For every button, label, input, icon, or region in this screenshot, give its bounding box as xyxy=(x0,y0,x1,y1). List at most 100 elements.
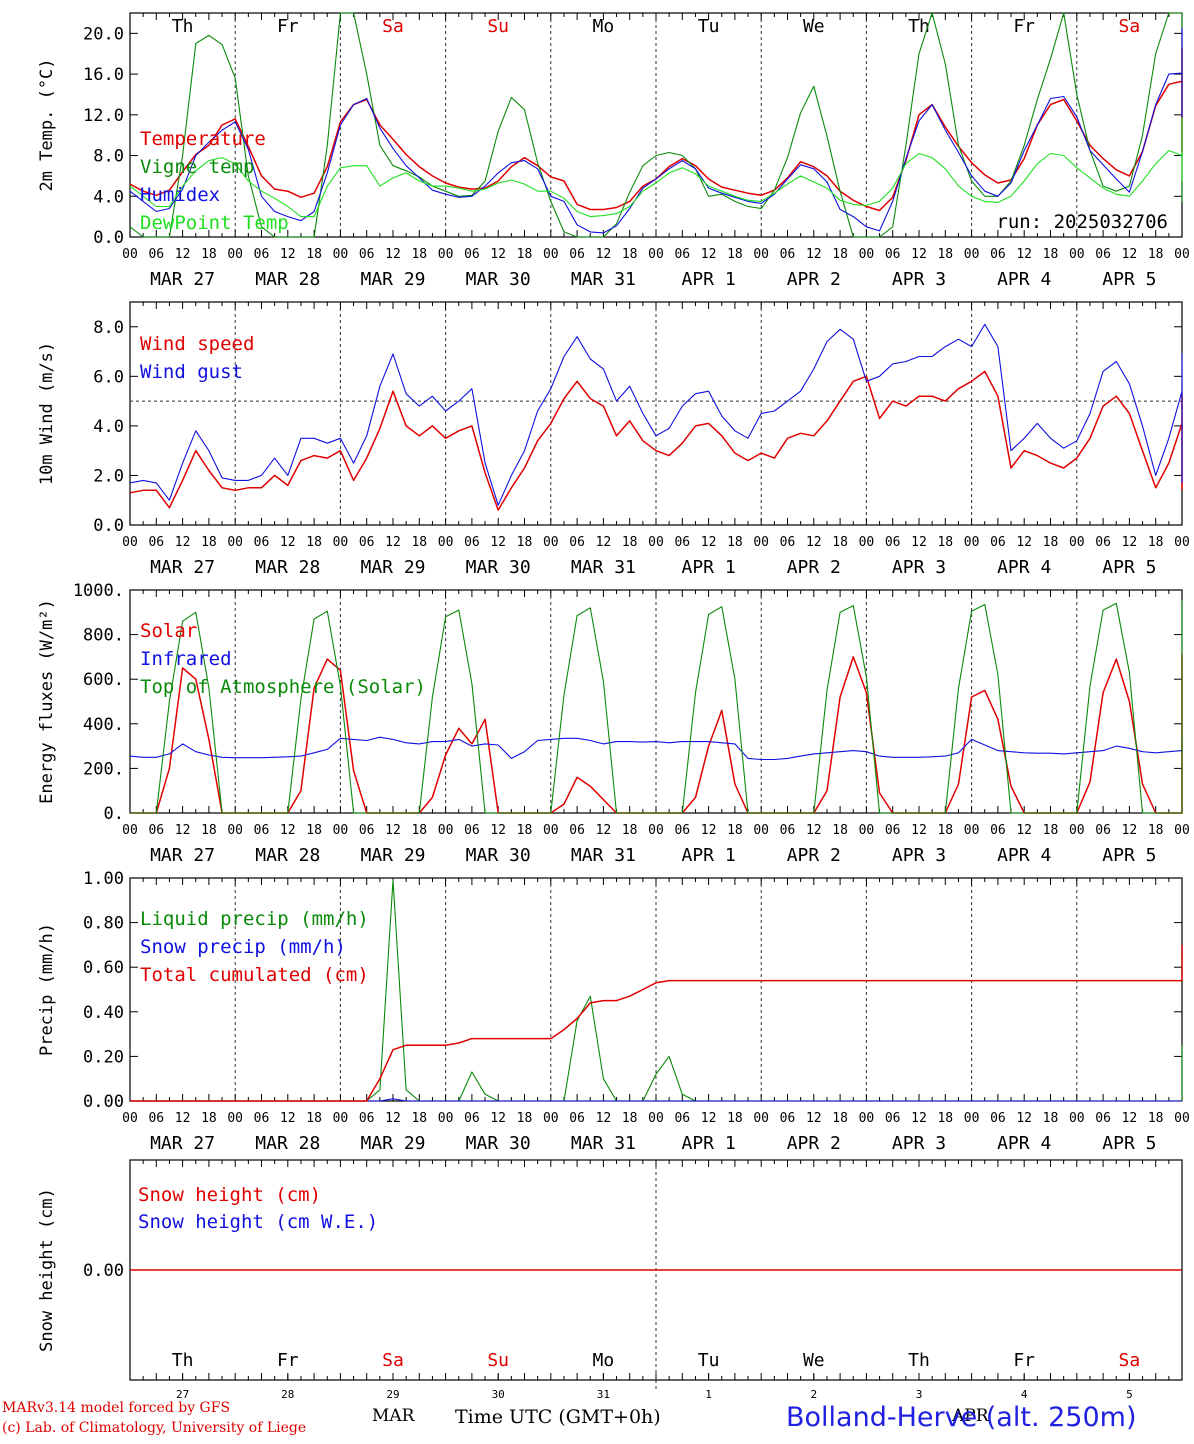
legend-entry: Infrared xyxy=(140,648,232,670)
hour-tick-label: 00 xyxy=(438,535,454,550)
date-label: APR 5 xyxy=(1102,845,1156,866)
y-tick-label: 400. xyxy=(83,715,124,735)
date-label: MAR 28 xyxy=(255,269,320,290)
hour-tick-label: 18 xyxy=(727,823,743,838)
date-label: APR 5 xyxy=(1102,269,1156,290)
date-label: APR 1 xyxy=(682,845,736,866)
hour-tick-label: 00 xyxy=(964,1111,980,1126)
date-label: MAR 27 xyxy=(150,1133,215,1154)
date-label: APR 3 xyxy=(892,845,946,866)
hour-tick-label: 18 xyxy=(306,247,322,262)
hour-tick-label: 06 xyxy=(885,823,901,838)
y-tick-label: 0.80 xyxy=(83,914,124,934)
date-label: APR 2 xyxy=(787,845,841,866)
y-tick-label: 0.60 xyxy=(83,958,124,978)
hour-tick-label: 06 xyxy=(254,1111,270,1126)
weekday-label: Th xyxy=(172,1350,194,1371)
hour-tick-label: 12 xyxy=(596,1111,612,1126)
hour-tick-label: 12 xyxy=(911,823,927,838)
hour-tick-label: 06 xyxy=(569,823,585,838)
date-label: MAR 31 xyxy=(571,269,636,290)
legend-entry: Snow height (cm W.E.) xyxy=(138,1211,378,1233)
weekday-label: We xyxy=(803,16,825,37)
hour-tick-label: 06 xyxy=(464,1111,480,1126)
hour-tick-label: 18 xyxy=(622,247,638,262)
hour-tick-label: 12 xyxy=(701,247,717,262)
hour-tick-label: 12 xyxy=(1016,247,1032,262)
hour-tick-label: 12 xyxy=(280,1111,296,1126)
date-label: MAR 30 xyxy=(466,845,531,866)
date-label: MAR 28 xyxy=(255,557,320,578)
weekday-label: Sa xyxy=(382,1350,404,1371)
hour-tick-label: 00 xyxy=(1069,535,1085,550)
legend-entry: Vigne temp xyxy=(140,156,254,178)
legend-entry: Humidex xyxy=(140,184,220,206)
hour-tick-label: 18 xyxy=(622,823,638,838)
hour-tick-label: 00 xyxy=(753,247,769,262)
hour-tick-label: 06 xyxy=(990,1111,1006,1126)
y-tick-label: 0.00 xyxy=(83,1261,124,1281)
hour-tick-label: 12 xyxy=(596,823,612,838)
hour-tick-label: 12 xyxy=(701,1111,717,1126)
hour-tick-label: 06 xyxy=(569,247,585,262)
hour-tick-label: 00 xyxy=(543,247,559,262)
hour-tick-label: 06 xyxy=(780,535,796,550)
hour-tick-label: 12 xyxy=(175,247,191,262)
hour-tick-label: 12 xyxy=(1122,247,1138,262)
hour-tick-label: 12 xyxy=(490,247,506,262)
y-tick-label: 12.0 xyxy=(83,106,124,126)
hour-tick-label: 06 xyxy=(674,247,690,262)
y-tick-label: 4.0 xyxy=(93,417,124,437)
legend-entry: Snow precip (mm/h) xyxy=(140,936,346,958)
hour-tick-label: 00 xyxy=(1069,247,1085,262)
plot-frame xyxy=(129,589,1183,814)
hour-tick-label: 00 xyxy=(859,247,875,262)
hour-tick-label: 18 xyxy=(727,247,743,262)
day-number-label: 28 xyxy=(281,1388,294,1401)
hour-tick-label: 18 xyxy=(411,535,427,550)
hour-tick-label: 00 xyxy=(122,1111,138,1126)
hour-tick-label: 18 xyxy=(832,823,848,838)
day-number-label: 30 xyxy=(492,1388,505,1401)
hour-tick-label: 18 xyxy=(727,1111,743,1126)
hour-tick-label: 18 xyxy=(1148,535,1164,550)
hour-tick-label: 18 xyxy=(937,247,953,262)
hour-tick-label: 06 xyxy=(148,823,164,838)
weekday-label: Th xyxy=(172,16,194,37)
hour-tick-label: 06 xyxy=(990,823,1006,838)
y-tick-label: 1000. xyxy=(73,581,124,601)
hour-tick-label: 12 xyxy=(806,247,822,262)
hour-tick-label: 00 xyxy=(648,1111,664,1126)
hour-tick-label: 00 xyxy=(1174,823,1190,838)
hour-tick-label: 00 xyxy=(227,535,243,550)
y-tick-label: 2.0 xyxy=(93,466,124,486)
hour-tick-label: 00 xyxy=(648,823,664,838)
y-axis-label: Precip (mm/h) xyxy=(37,923,57,1056)
hour-tick-label: 18 xyxy=(517,535,533,550)
hour-tick-label: 00 xyxy=(753,823,769,838)
hour-tick-label: 18 xyxy=(727,535,743,550)
y-tick-label: 1.00 xyxy=(83,869,124,889)
hour-tick-label: 00 xyxy=(122,823,138,838)
hour-tick-label: 06 xyxy=(359,247,375,262)
y-tick-label: 0.0 xyxy=(93,516,124,536)
hour-tick-label: 00 xyxy=(1174,535,1190,550)
hour-tick-label: 00 xyxy=(227,823,243,838)
weekday-label: Th xyxy=(908,1350,930,1371)
hour-tick-label: 12 xyxy=(1122,535,1138,550)
hour-tick-label: 18 xyxy=(517,1111,533,1126)
hour-tick-label: 12 xyxy=(280,247,296,262)
legend-entry: DewPoint Temp xyxy=(140,212,289,234)
hour-tick-label: 18 xyxy=(517,247,533,262)
hour-tick-label: 18 xyxy=(201,247,217,262)
time-axis-label: Time UTC (GMT+0h) xyxy=(455,1406,661,1428)
hour-tick-label: 18 xyxy=(1043,823,1059,838)
weekday-label: Fr xyxy=(277,16,299,37)
hour-tick-label: 06 xyxy=(780,1111,796,1126)
hour-tick-label: 00 xyxy=(859,823,875,838)
y-tick-label: 0. xyxy=(104,804,124,824)
date-label: APR 1 xyxy=(682,557,736,578)
hour-tick-label: 18 xyxy=(201,535,217,550)
weekday-label: Fr xyxy=(1013,1350,1035,1371)
series-line xyxy=(129,117,1183,218)
